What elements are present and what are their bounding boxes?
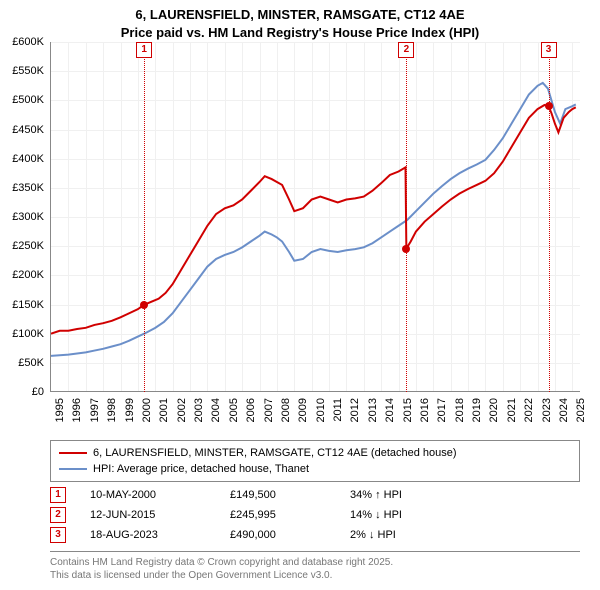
plot-area: 1 2 3 xyxy=(50,42,580,392)
x-tick-label: 2015 xyxy=(402,398,414,422)
x-tick-label: 2012 xyxy=(349,398,361,422)
x-tick-label: 2014 xyxy=(384,398,396,422)
lines-svg xyxy=(51,42,581,392)
y-tick-label: £0 xyxy=(32,386,44,398)
x-tick-label: 2024 xyxy=(558,398,570,422)
title-address: 6, LAURENSFIELD, MINSTER, RAMSGATE, CT12… xyxy=(0,6,600,24)
title-subtitle: Price paid vs. HM Land Registry's House … xyxy=(0,24,600,42)
x-tick-label: 2002 xyxy=(176,398,188,422)
x-tick-label: 1998 xyxy=(106,398,118,422)
x-tick-label: 2021 xyxy=(506,398,518,422)
x-tick-label: 2003 xyxy=(193,398,205,422)
y-tick-label: £450K xyxy=(12,124,44,136)
series-hpi xyxy=(51,83,576,356)
sale-marker-dot xyxy=(545,102,553,110)
x-tick-label: 2009 xyxy=(297,398,309,422)
title-block: 6, LAURENSFIELD, MINSTER, RAMSGATE, CT12… xyxy=(0,0,600,41)
x-tick-label: 2001 xyxy=(158,398,170,422)
sale-marker-tag: 2 xyxy=(398,42,414,58)
chart-wrap: £0 £50K £100K £150K £200K £250K £300K £350K £400… xyxy=(0,42,600,432)
legend: 6, LAURENSFIELD, MINSTER, RAMSGATE, CT12… xyxy=(50,440,580,482)
x-tick-label: 2016 xyxy=(419,398,431,422)
event-date: 18-AUG-2023 xyxy=(90,529,230,541)
event-date: 10-MAY-2000 xyxy=(90,489,230,501)
sale-marker-dot xyxy=(140,301,148,309)
y-tick-label: £50K xyxy=(18,357,44,369)
event-row: 1 10-MAY-2000£149,50034% ↑ HPI xyxy=(50,485,580,505)
x-tick-label: 1996 xyxy=(71,398,83,422)
legend-swatch-hpi xyxy=(59,468,87,470)
y-tick-label: £350K xyxy=(12,182,44,194)
sale-marker-tag: 1 xyxy=(136,42,152,58)
event-row: 2 12-JUN-2015£245,99514% ↓ HPI xyxy=(50,505,580,525)
attribution-line2: This data is licensed under the Open Gov… xyxy=(50,569,580,582)
event-price: £245,995 xyxy=(230,509,350,521)
y-tick-label: £500K xyxy=(12,94,44,106)
y-tick-label: £250K xyxy=(12,240,44,252)
chart-container: 6, LAURENSFIELD, MINSTER, RAMSGATE, CT12… xyxy=(0,0,600,590)
x-axis-labels: 1995 1996 1997 1998 1999 2000 2001 2002 2003 2004… xyxy=(50,394,580,434)
legend-swatch-price-paid xyxy=(59,452,87,454)
y-tick-label: £600K xyxy=(12,36,44,48)
x-tick-label: 2005 xyxy=(228,398,240,422)
sale-marker-line xyxy=(406,42,407,392)
sale-marker-tag: 3 xyxy=(541,42,557,58)
x-tick-label: 1999 xyxy=(124,398,136,422)
series-price-paid xyxy=(51,105,576,334)
attribution: Contains HM Land Registry data © Crown c… xyxy=(50,551,580,582)
x-tick-label: 2018 xyxy=(454,398,466,422)
y-axis-labels: £0£50K£100K£150K£200K£250K£300K£350K£400… xyxy=(0,42,48,392)
y-tick-label: £100K xyxy=(12,328,44,340)
x-tick-label: 2019 xyxy=(471,398,483,422)
x-tick-label: 2011 xyxy=(332,398,344,422)
x-tick-label: 2023 xyxy=(541,398,553,422)
y-tick-label: £550K xyxy=(12,65,44,77)
x-tick-label: 2007 xyxy=(263,398,275,422)
event-delta: 14% ↓ HPI xyxy=(350,509,470,521)
event-delta: 34% ↑ HPI xyxy=(350,489,470,501)
y-tick-label: £200K xyxy=(12,269,44,281)
y-tick-label: £150K xyxy=(12,299,44,311)
legend-label-price-paid: 6, LAURENSFIELD, MINSTER, RAMSGATE, CT12… xyxy=(93,447,457,459)
events-table: 1 10-MAY-2000£149,50034% ↑ HPI 2 12-JUN-201… xyxy=(50,485,580,545)
event-price: £149,500 xyxy=(230,489,350,501)
event-tag: 3 xyxy=(50,527,66,543)
event-row: 3 18-AUG-2023£490,0002% ↓ HPI xyxy=(50,525,580,545)
x-tick-label: 1995 xyxy=(54,398,66,422)
y-tick-label: £300K xyxy=(12,211,44,223)
event-date: 12-JUN-2015 xyxy=(90,509,230,521)
x-tick-label: 2025 xyxy=(575,398,587,422)
sale-marker-line xyxy=(144,42,145,392)
x-tick-label: 2000 xyxy=(141,398,153,422)
event-price: £490,000 xyxy=(230,529,350,541)
legend-row-price-paid: 6, LAURENSFIELD, MINSTER, RAMSGATE, CT12… xyxy=(59,445,571,461)
x-tick-label: 1997 xyxy=(89,398,101,422)
sale-marker-line xyxy=(549,42,550,392)
x-tick-label: 2020 xyxy=(488,398,500,422)
y-tick-label: £400K xyxy=(12,153,44,165)
x-tick-label: 2008 xyxy=(280,398,292,422)
x-tick-label: 2017 xyxy=(436,398,448,422)
event-tag: 2 xyxy=(50,507,66,523)
x-tick-label: 2013 xyxy=(367,398,379,422)
x-tick-label: 2022 xyxy=(523,398,535,422)
legend-row-hpi: HPI: Average price, detached house, Than… xyxy=(59,461,571,477)
attribution-line1: Contains HM Land Registry data © Crown c… xyxy=(50,556,580,569)
event-delta: 2% ↓ HPI xyxy=(350,529,470,541)
event-tag: 1 xyxy=(50,487,66,503)
x-tick-label: 2006 xyxy=(245,398,257,422)
legend-label-hpi: HPI: Average price, detached house, Than… xyxy=(93,463,309,475)
x-tick-label: 2010 xyxy=(315,398,327,422)
sale-marker-dot xyxy=(402,245,410,253)
x-tick-label: 2004 xyxy=(210,398,222,422)
